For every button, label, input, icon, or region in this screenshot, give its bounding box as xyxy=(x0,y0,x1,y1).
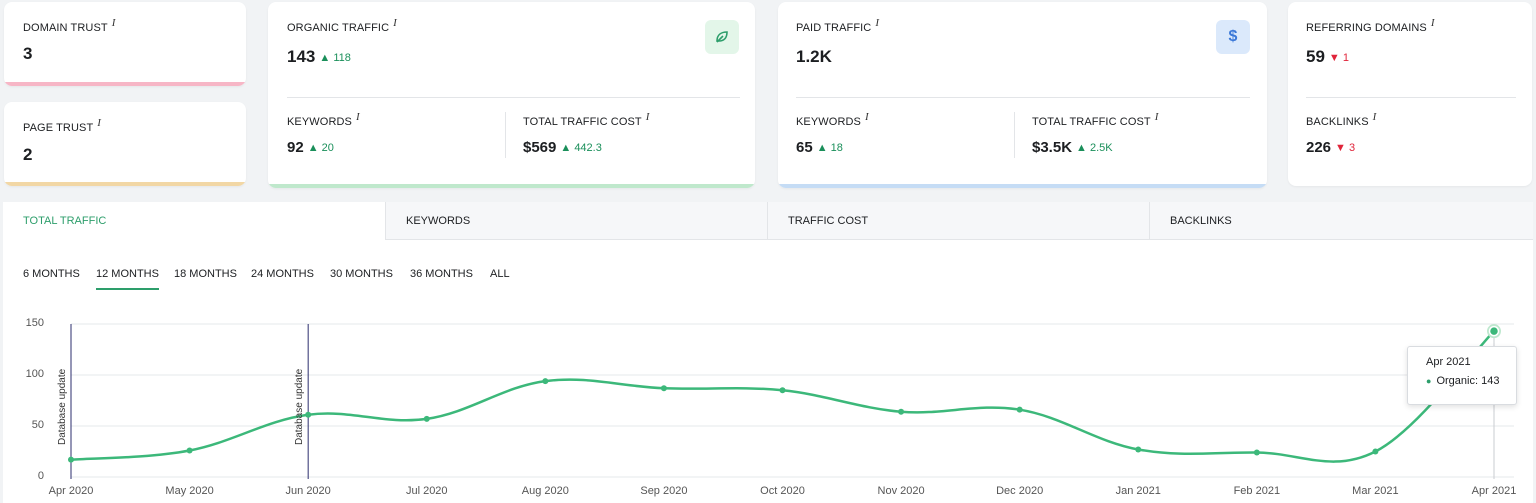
data-point xyxy=(186,447,193,454)
organic-keywords-value: 92 ▲ 20 xyxy=(287,139,334,156)
data-point xyxy=(1372,448,1379,455)
period-all[interactable]: ALL xyxy=(490,268,510,280)
y-tick-label: 150 xyxy=(25,317,44,329)
x-tick-label: Sep 2020 xyxy=(640,485,688,497)
organic-cost-value: $569 ▲ 442.3 xyxy=(523,139,602,156)
page-trust-value: 2 xyxy=(23,145,33,164)
paid-traffic-label: PAID TRAFFIC i xyxy=(796,17,880,34)
tab-traffic-cost[interactable]: TRAFFIC COST xyxy=(767,202,1150,240)
info-icon[interactable]: i xyxy=(355,111,360,123)
tooltip-row: ● Organic: 143 xyxy=(1426,375,1500,387)
x-tick-label: Apr 2020 xyxy=(48,485,94,497)
x-tick-label: Nov 2020 xyxy=(877,485,925,497)
organic-traffic-value: 143 ▲ 118 xyxy=(287,47,351,66)
x-tick-label: Jul 2020 xyxy=(405,485,448,497)
organic-cost-label: TOTAL TRAFFIC COST i xyxy=(523,111,650,128)
paid-keywords-value: 65 ▲ 18 xyxy=(796,139,843,156)
tab-backlinks[interactable]: BACKLINKS xyxy=(1149,202,1533,240)
tooltip-title: Apr 2021 xyxy=(1426,356,1471,368)
domain-trust-card: DOMAIN TRUST i 3 xyxy=(4,2,246,86)
backlinks-label: BACKLINKS i xyxy=(1306,111,1377,128)
x-tick-label: Jan 2021 xyxy=(1115,485,1161,497)
metric-tabs: TOTAL TRAFFIC KEYWORDS TRAFFIC COST BACK… xyxy=(3,202,1533,240)
data-point xyxy=(1016,406,1023,413)
y-tick-label: 0 xyxy=(37,470,44,482)
x-tick-label: Mar 2021 xyxy=(1352,485,1399,497)
info-icon[interactable]: i xyxy=(1154,111,1159,123)
period-30-months[interactable]: 30 MONTHS xyxy=(330,268,393,280)
tooltip-value: 143 xyxy=(1481,375,1500,387)
annotation-label: Database update xyxy=(57,368,68,445)
data-point xyxy=(1488,325,1500,337)
organic-traffic-card: ORGANIC TRAFFIC i 143 ▲ 118 KEYWORDS i 92 ▲ … xyxy=(268,2,755,188)
tab-total-traffic[interactable]: TOTAL TRAFFIC xyxy=(3,202,386,240)
x-tick-label: May 2020 xyxy=(165,485,214,497)
annotation-label: Database update xyxy=(294,368,306,445)
x-tick-label: Aug 2020 xyxy=(521,485,569,497)
page-trust-bar xyxy=(4,182,246,186)
paid-keywords-label: KEYWORDS i xyxy=(796,111,869,128)
referring-domains-card: REFERRING DOMAINS i 59 ▼ 1 BACKLINKS i 226 ▼… xyxy=(1288,2,1532,186)
leaf-icon xyxy=(705,20,739,54)
info-icon[interactable]: i xyxy=(645,111,650,123)
organic-traffic-bar xyxy=(268,184,755,188)
x-tick-label: Feb 2021 xyxy=(1233,485,1281,497)
paid-cost-label: TOTAL TRAFFIC COST i xyxy=(1032,111,1159,128)
data-point xyxy=(1253,449,1260,456)
series-line-organic xyxy=(70,330,1495,463)
domain-trust-bar xyxy=(4,82,246,86)
paid-cost-value: $3.5K ▲ 2.5K xyxy=(1032,139,1113,156)
backlinks-value: 226 ▼ 3 xyxy=(1306,139,1356,156)
x-tick-label: Jun 2020 xyxy=(285,485,331,497)
x-tick-label: Apr 2021 xyxy=(1471,485,1517,497)
paid-traffic-bar xyxy=(778,184,1267,188)
organic-traffic-label: ORGANIC TRAFFIC i xyxy=(287,17,397,34)
referring-domains-value: 59 ▼ 1 xyxy=(1306,47,1349,66)
data-point xyxy=(660,385,667,392)
x-tick-label: Oct 2020 xyxy=(760,485,805,497)
chart-panel: 6 MONTHS 12 MONTHS 18 MONTHS 24 MONTHS 3… xyxy=(3,240,1533,503)
data-point xyxy=(542,378,549,385)
info-icon[interactable]: i xyxy=(97,117,102,129)
data-point xyxy=(898,408,905,415)
paid-traffic-card: PAID TRAFFIC i 1.2K $ KEYWORDS i 65 ▲ 18 TO… xyxy=(778,2,1267,188)
referring-domains-label: REFERRING DOMAINS i xyxy=(1306,17,1435,34)
period-18-months[interactable]: 18 MONTHS xyxy=(174,268,237,280)
domain-trust-value: 3 xyxy=(23,44,33,63)
info-icon[interactable]: i xyxy=(864,111,869,123)
data-point xyxy=(423,415,430,422)
data-point xyxy=(1135,446,1142,453)
data-point xyxy=(305,411,312,418)
x-tick-label: Dec 2020 xyxy=(996,485,1044,497)
data-point xyxy=(779,387,786,394)
organic-traffic-delta: ▲ 118 xyxy=(319,52,351,64)
dollar-icon: $ xyxy=(1216,20,1250,54)
y-tick-label: 100 xyxy=(25,368,44,380)
tooltip-series: Organic xyxy=(1436,375,1475,387)
data-point xyxy=(68,456,74,463)
domain-trust-label: DOMAIN TRUST i xyxy=(23,17,116,34)
info-icon[interactable]: i xyxy=(1372,111,1377,123)
info-icon[interactable]: i xyxy=(1430,17,1435,29)
paid-traffic-value: 1.2K xyxy=(796,47,832,66)
chart-tooltip: Apr 2021 ● Organic: 143 xyxy=(1407,346,1517,405)
info-icon[interactable]: i xyxy=(111,17,116,29)
period-36-months[interactable]: 36 MONTHS xyxy=(410,268,473,280)
tab-keywords[interactable]: KEYWORDS xyxy=(385,202,768,240)
info-icon[interactable]: i xyxy=(875,17,880,29)
period-12-months[interactable]: 12 MONTHS xyxy=(96,268,159,290)
page-trust-card: PAGE TRUST i 2 xyxy=(4,102,246,186)
series-dot-icon: ● xyxy=(1426,376,1432,386)
period-24-months[interactable]: 24 MONTHS xyxy=(251,268,314,280)
page-trust-label: PAGE TRUST i xyxy=(23,117,102,134)
info-icon[interactable]: i xyxy=(393,17,397,29)
organic-keywords-label: KEYWORDS i xyxy=(287,111,360,128)
period-6-months[interactable]: 6 MONTHS xyxy=(23,268,80,280)
y-tick-label: 50 xyxy=(31,419,44,431)
